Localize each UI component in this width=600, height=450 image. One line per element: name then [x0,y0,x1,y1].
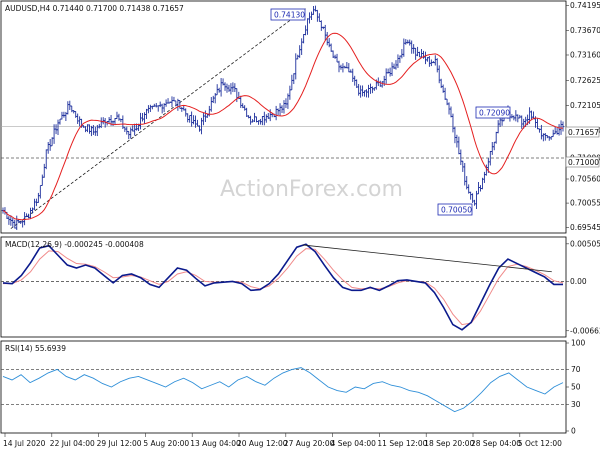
x-axis: 14 Jul 2020 22 Jul 04:00 29 Jul 12:00 5 Aug… [3,433,562,448]
x-tick-label: 29 Jul 12:00 [97,439,142,448]
macd-tick-label: -0.006629 [570,326,600,335]
price-tick-label: 0.70560 [570,175,600,184]
annotation-high: 0.74130 [270,8,306,21]
rsi-layer [1,367,566,413]
price-tick-label: 0.69545 [570,223,600,232]
macd-layer [1,243,566,331]
macd-tick-label: 0.005052 [570,239,600,248]
annotation-swing: 0.72090 [475,106,511,119]
svg-text:0.71657: 0.71657 [568,128,599,137]
watermark: ActionForex.com [220,177,403,202]
rsi-line [2,367,564,413]
x-tick-label: 27 Aug 20:00 [284,439,335,448]
x-tick-label: 5 Aug 20:00 [143,439,189,448]
macd-tick-label: 0.00 [570,277,587,286]
rsi-tick-label: 70 [571,365,581,374]
x-tick-label: 14 Jul 2020 [3,439,46,448]
price-tick-label: 0.72625 [570,76,600,85]
moving-average-line [2,32,564,221]
annotation-low: 0.70050 [437,203,473,216]
support-price-tag: 0.71000 [565,156,600,168]
main-header: AUDUSD,H4 0.71440 0.71700 0.71438 0.7165… [5,4,184,13]
x-tick-label: 28 Sep 04:00 [471,439,521,448]
current-price-tag: 0.71657 [565,126,600,138]
price-tick-label: 0.74195 [570,1,600,10]
macd-line [2,243,563,331]
macd-y-axis: 0.005052 0.00 -0.006629 [566,239,600,335]
rsi-tick-label: 30 [571,400,581,409]
rsi-panel [0,340,567,434]
x-tick-label: 11 Sep 12:00 [377,439,427,448]
x-tick-label: 22 Jul 04:00 [50,439,95,448]
svg-text:0.70050: 0.70050 [441,206,472,215]
rsi-tick-label: 100 [571,339,586,348]
x-tick-label: 5 Oct 12:00 [518,439,562,448]
x-tick-label: 18 Sep 20:00 [424,439,474,448]
price-y-axis: 0.741950.736700.731600.726250.721050.715… [566,1,600,232]
price-tick-label: 0.73160 [570,50,600,59]
macd-header: MACD(12,26,9) -0.000245 -0.000408 [5,240,144,249]
price-layer [1,5,566,230]
price-tick-label: 0.70055 [570,199,600,208]
price-tick-label: 0.72105 [570,101,600,110]
trendline [10,8,306,229]
rsi-header: RSI(14) 55.6939 [5,344,66,353]
svg-text:0.74130: 0.74130 [274,11,305,20]
macd-trendline [302,244,552,273]
ohlc-bar [561,121,565,132]
macd-panel [0,236,567,338]
svg-text:0.72090: 0.72090 [479,109,510,118]
rsi-y-axis: 100 70 50 30 0 [566,339,586,436]
x-tick-label: 20 Aug 12:00 [237,439,288,448]
rsi-tick-label: 50 [571,383,581,392]
price-tick-label: 0.73670 [570,26,600,35]
x-tick-label: 13 Aug 04:00 [190,439,241,448]
svg-text:0.71000: 0.71000 [568,158,599,167]
x-tick-label: 4 Sep 04:00 [331,439,377,448]
rsi-tick-label: 0 [571,427,576,436]
